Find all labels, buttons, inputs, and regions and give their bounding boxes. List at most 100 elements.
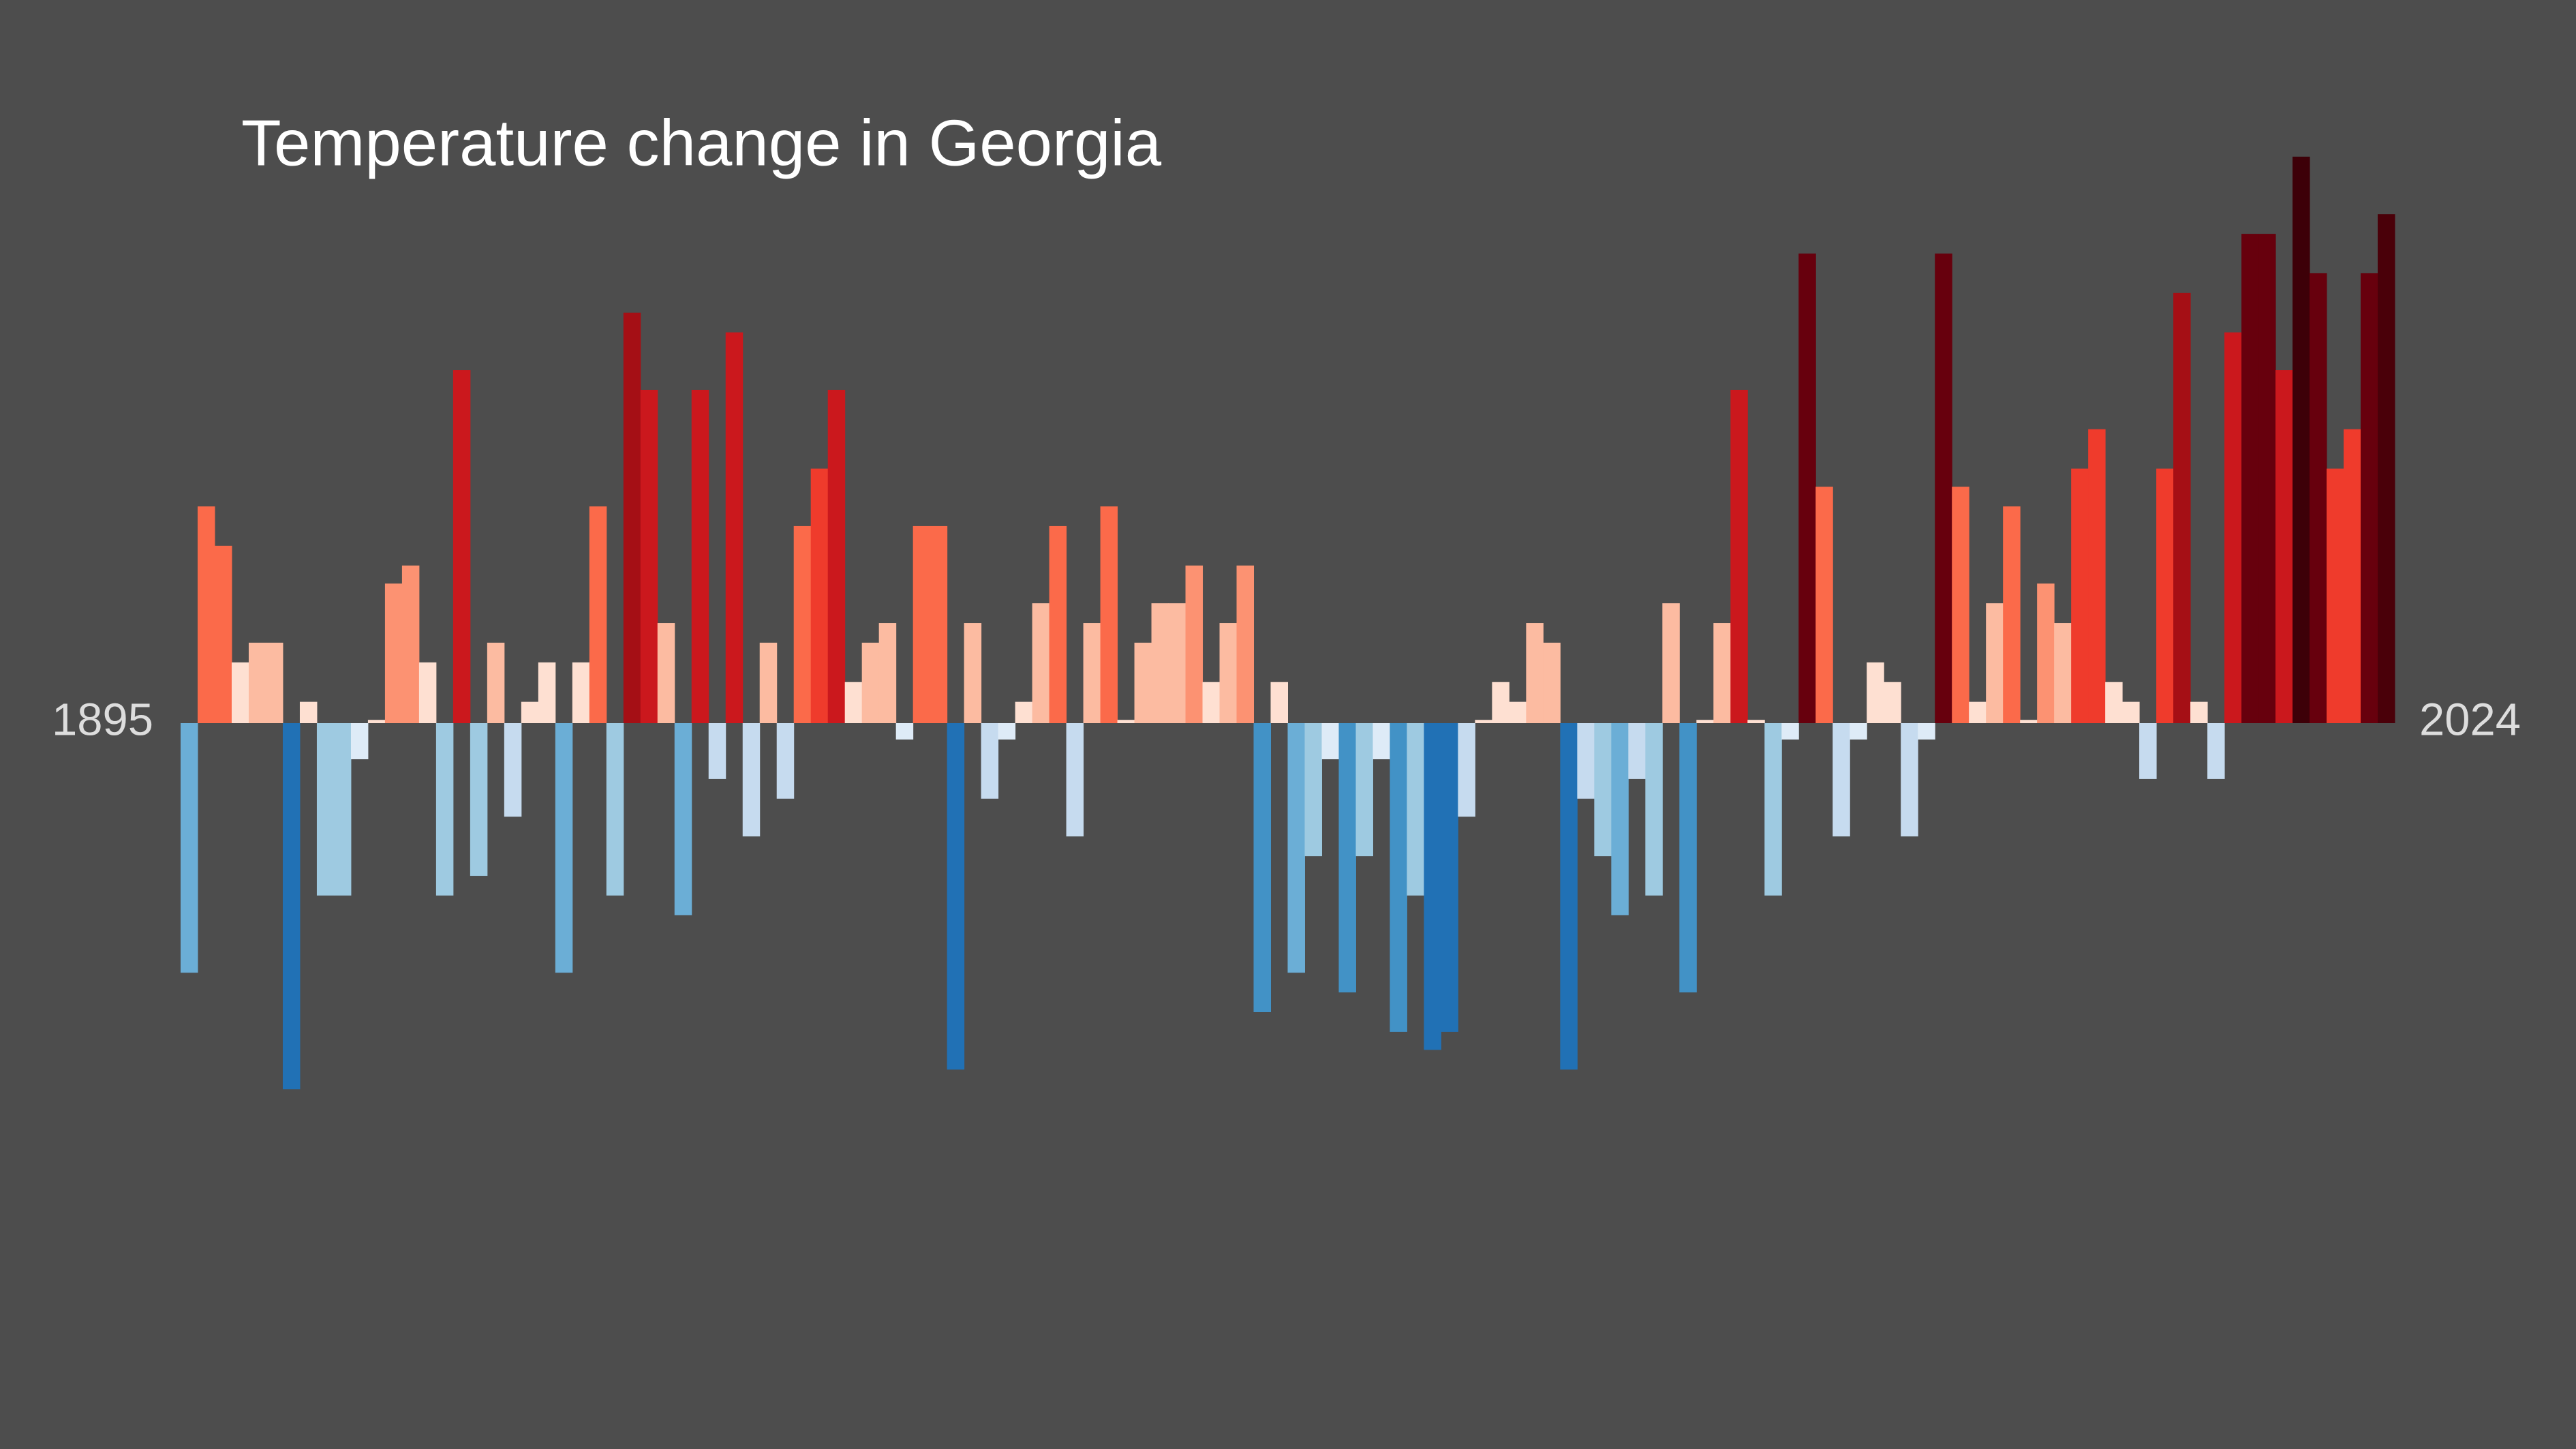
bar (1918, 723, 1935, 740)
bar (1901, 723, 1918, 837)
bar (282, 723, 301, 1090)
bar (1952, 487, 1969, 723)
bar (2190, 701, 2208, 723)
bar (2054, 623, 2072, 723)
bar (1884, 682, 1901, 723)
bar (1373, 723, 1390, 759)
bar (1543, 642, 1561, 723)
bar (1168, 603, 1186, 723)
bar (2020, 720, 2038, 723)
bar (640, 389, 658, 723)
bar (1628, 723, 1646, 779)
bar (2344, 429, 2361, 723)
bar (878, 623, 897, 723)
bar (418, 662, 437, 723)
bar (367, 720, 386, 723)
bar (589, 506, 607, 723)
bar (725, 332, 743, 723)
bar (2122, 701, 2140, 723)
bar (1390, 723, 1407, 1032)
bar (1287, 723, 1305, 973)
bar (538, 662, 556, 723)
bar (1730, 389, 1748, 723)
bar (1935, 254, 1952, 723)
bar (1134, 642, 1152, 723)
bar (759, 642, 778, 723)
bar (1815, 487, 1833, 723)
bar (299, 701, 318, 723)
bar (2310, 273, 2327, 724)
bar (487, 642, 505, 723)
bar (1509, 701, 1527, 723)
bar (504, 723, 522, 817)
bar (1492, 682, 1509, 723)
bar (2071, 468, 2089, 723)
bar (981, 723, 999, 799)
bar (1781, 723, 1799, 740)
bar (2258, 234, 2276, 723)
bar (810, 468, 829, 723)
bar (930, 525, 948, 723)
bar (1032, 603, 1050, 723)
bar (1850, 723, 1867, 740)
bar (2156, 468, 2174, 723)
bar (1867, 662, 1884, 723)
bar (623, 312, 641, 723)
bar (1713, 623, 1731, 723)
bar (1304, 723, 1322, 857)
x-tick-label: 2024 (2419, 695, 2521, 746)
bar (231, 662, 249, 723)
bar (1594, 723, 1612, 857)
bar (1407, 723, 1424, 896)
bar (1458, 723, 1475, 817)
chart-title: Temperature change in Georgia (241, 106, 1162, 179)
bar (657, 623, 675, 723)
bar (1202, 682, 1221, 723)
bar (1526, 623, 1544, 723)
bar (1969, 701, 1987, 723)
bar (1236, 565, 1255, 723)
bar (742, 723, 761, 837)
bar (1270, 682, 1288, 723)
bar (333, 723, 352, 896)
bar (1321, 723, 1339, 759)
bar (998, 723, 1016, 740)
bar (861, 642, 880, 723)
bar (1645, 723, 1663, 896)
bar (1066, 723, 1084, 837)
bar (1611, 723, 1629, 915)
bar (1747, 720, 1765, 723)
bar (1338, 723, 1356, 993)
bar (1117, 720, 1135, 723)
bar (214, 545, 232, 723)
bar (316, 723, 335, 896)
bar (1015, 701, 1033, 723)
bar (1083, 623, 1101, 723)
bar (350, 723, 369, 759)
bar (1764, 723, 1782, 896)
bar (2361, 273, 2378, 724)
bar (265, 642, 283, 723)
bar (2207, 723, 2225, 779)
bar (521, 701, 539, 723)
bar (895, 723, 914, 740)
bar (181, 723, 198, 973)
bar (384, 583, 403, 723)
bar (964, 623, 982, 723)
bar (1560, 723, 1578, 1070)
bar (2105, 682, 2123, 723)
bar (2224, 332, 2242, 723)
bar (1151, 603, 1169, 723)
bar (1662, 603, 1680, 723)
bar (913, 525, 931, 723)
bar (1798, 254, 1816, 723)
bar (1355, 723, 1373, 857)
bar (1475, 720, 1492, 723)
bar (248, 642, 266, 723)
bar (606, 723, 624, 896)
bar (435, 723, 454, 896)
bar (401, 565, 420, 723)
bar (1696, 720, 1714, 723)
